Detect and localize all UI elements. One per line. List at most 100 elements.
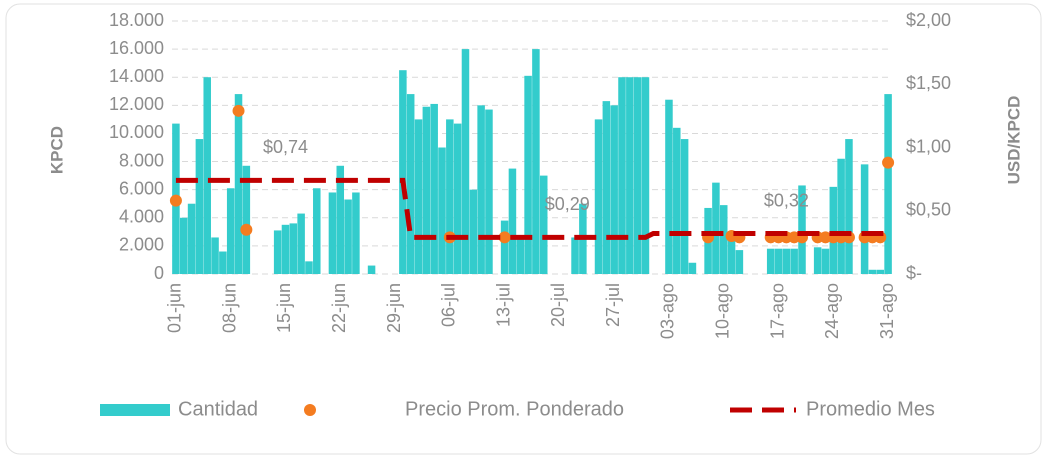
bar (477, 105, 485, 274)
y-tick-label: 6.000 (119, 178, 164, 198)
bar (242, 165, 251, 274)
bar (610, 105, 618, 274)
bar (594, 119, 603, 274)
bar (876, 269, 885, 274)
price-dot (232, 104, 245, 117)
x-tick-label: 27-jul (603, 283, 623, 327)
bar (735, 250, 744, 274)
bar (406, 94, 415, 274)
bar (524, 75, 532, 274)
bar (461, 49, 470, 274)
bar (688, 262, 697, 274)
y-tick-label: 12.000 (109, 94, 164, 114)
bar (313, 188, 321, 274)
bar (226, 188, 235, 274)
legend-label: Precio Prom. Ponderado (405, 398, 624, 420)
bar (633, 77, 642, 274)
bar (680, 139, 689, 274)
y2-tick-label: $0,50 (906, 200, 951, 220)
bar (845, 139, 853, 274)
x-tick-label: 24-ago (822, 283, 842, 339)
y-tick-label: 18.000 (109, 10, 164, 30)
bar (539, 175, 548, 274)
bar (868, 269, 877, 274)
bar (195, 139, 204, 274)
bar (234, 94, 243, 274)
x-tick-label: 31-ago (877, 283, 897, 339)
y2-axis-title: USD/KPCD (1004, 96, 1023, 185)
bar (336, 165, 345, 274)
x-tick-label: 20-jul (548, 283, 568, 327)
x-tick-label: 17-ago (767, 283, 787, 339)
bar (187, 203, 196, 274)
bar (305, 261, 313, 274)
bar (884, 94, 892, 274)
bar (211, 237, 219, 274)
value-label: $0,74 (263, 137, 308, 157)
bar (446, 119, 454, 274)
y-tick-label: 0 (154, 263, 164, 283)
bar (179, 217, 188, 274)
bar (821, 248, 830, 274)
y-tick-label: 10.000 (109, 122, 164, 142)
x-tick-label: 13-jul (493, 283, 513, 327)
bar (414, 119, 423, 274)
bar (297, 213, 305, 274)
bar (602, 101, 611, 274)
y2-tick-label: $- (906, 263, 922, 283)
price-dot (240, 223, 253, 236)
bar (719, 205, 728, 274)
legend-swatch (100, 404, 170, 416)
y2-tick-label: $1,00 (906, 136, 951, 156)
x-tick-label: 01-jun (165, 283, 185, 333)
bar (399, 70, 407, 274)
bar (516, 238, 525, 274)
bar (798, 185, 806, 274)
x-tick-label: 29-jun (384, 283, 404, 333)
bar (289, 223, 298, 274)
value-label: $0,32 (764, 190, 809, 210)
bar (430, 103, 438, 274)
bar (641, 77, 650, 274)
bar (626, 77, 634, 274)
average-line (175, 177, 889, 240)
bar (712, 182, 720, 274)
legend-label: Promedio Mes (806, 398, 935, 420)
x-tick-label: 08-jun (219, 283, 239, 333)
bar (344, 199, 352, 274)
y2-tick-label: $2,00 (906, 10, 951, 30)
bar (352, 192, 360, 274)
value-label: $0,29 (545, 194, 590, 214)
bar (618, 77, 626, 274)
price-dot (882, 156, 895, 169)
y-tick-label: 4.000 (119, 207, 164, 227)
bar (860, 164, 869, 274)
bar (508, 168, 517, 274)
bar (774, 248, 783, 274)
bar (500, 220, 509, 274)
frame (5, 3, 1042, 455)
y-tick-label: 2.000 (119, 235, 164, 255)
bar (532, 49, 540, 274)
bar (281, 224, 290, 274)
y-tick-label: 8.000 (119, 150, 164, 170)
price-dot (498, 231, 511, 244)
y-axis-title: KPCD (47, 126, 66, 174)
bar (813, 247, 822, 274)
bar (727, 236, 736, 274)
bar (273, 230, 282, 274)
bar (829, 186, 838, 274)
legend-swatch (304, 404, 316, 416)
bar (673, 127, 681, 274)
bar (203, 77, 211, 274)
legend-label: Cantidad (178, 398, 258, 420)
bar (790, 248, 798, 274)
bar (219, 251, 227, 274)
x-tick-label: 03-ago (658, 283, 678, 339)
bar (328, 192, 337, 274)
x-tick-label: 22-jun (329, 283, 349, 333)
y2-tick-label: $1,50 (906, 73, 951, 93)
bar (453, 123, 462, 274)
bar (438, 147, 446, 274)
